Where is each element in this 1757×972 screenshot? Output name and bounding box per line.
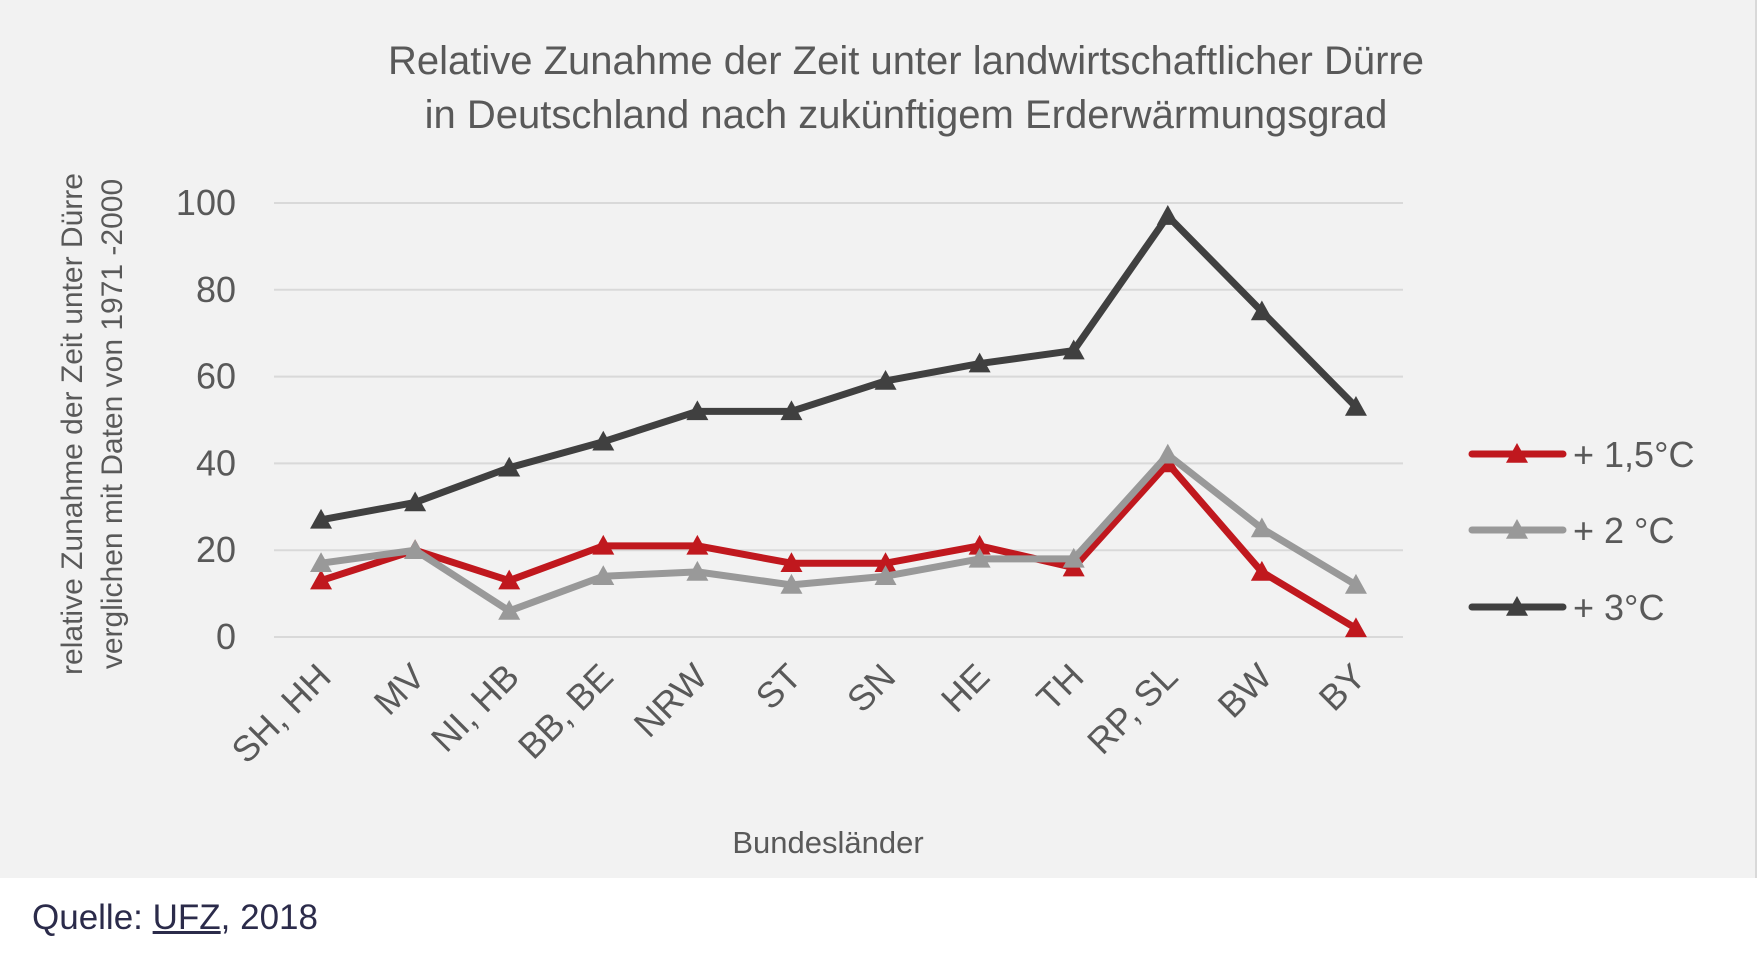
legend-item: + 1,5°C bbox=[1468, 434, 1694, 475]
legend-swatch-marker bbox=[1506, 596, 1528, 616]
series-line bbox=[317, 459, 1360, 632]
data-point-marker bbox=[592, 430, 615, 451]
x-tick-label: RP, SL bbox=[1079, 656, 1185, 762]
x-axis-label: Bundesländer bbox=[732, 825, 923, 860]
chart-title-line-1: Relative Zunahme der Zeit unter landwirt… bbox=[388, 39, 1424, 83]
x-tick-label: SN bbox=[839, 656, 903, 720]
legend-item: + 3°C bbox=[1468, 587, 1664, 628]
data-point-marker bbox=[1344, 573, 1367, 594]
legend-swatch-marker bbox=[1506, 443, 1528, 463]
y-tick-label: 0 bbox=[216, 616, 236, 657]
legend-label: + 2 °C bbox=[1573, 510, 1674, 551]
data-point-marker bbox=[1250, 517, 1273, 538]
data-point-marker bbox=[686, 400, 709, 421]
data-point-marker bbox=[968, 547, 991, 568]
data-point-marker bbox=[310, 508, 333, 529]
y-tick-label: 100 bbox=[176, 182, 236, 223]
data-point-marker bbox=[780, 400, 803, 421]
y-tick-labels: 0 20 40 60 80 100 bbox=[176, 182, 236, 657]
y-tick-label: 20 bbox=[196, 529, 236, 570]
data-point-marker bbox=[1156, 443, 1179, 464]
y-axis-label-line-2: verglichen mit Daten von 1971 -2000 bbox=[96, 179, 129, 669]
data-point-marker bbox=[592, 534, 615, 555]
data-point-marker bbox=[686, 534, 709, 555]
chart-title-line-2: in Deutschland nach zukünftigem Erderwär… bbox=[425, 93, 1388, 137]
data-point-marker bbox=[498, 456, 521, 477]
data-point-marker bbox=[592, 565, 615, 586]
x-tick-label: BY bbox=[1311, 656, 1374, 719]
data-point-marker bbox=[1250, 300, 1273, 321]
series-line bbox=[317, 451, 1360, 615]
data-point-marker bbox=[404, 491, 427, 512]
series-group bbox=[310, 205, 1367, 529]
data-point-marker bbox=[498, 599, 521, 620]
y-axis-label-line-1: relative Zunahme der Zeit unter Dürre bbox=[56, 173, 89, 675]
series-line bbox=[317, 212, 1360, 524]
legend-item: + 2 °C bbox=[1468, 510, 1674, 551]
source-prefix: Quelle: bbox=[32, 898, 153, 937]
data-point-marker bbox=[686, 560, 709, 581]
legend: + 1,5°C + 2 °C + 3°C bbox=[1468, 434, 1694, 628]
y-tick-label: 40 bbox=[196, 442, 236, 483]
data-point-marker bbox=[1344, 395, 1367, 416]
data-point-marker bbox=[310, 552, 333, 573]
source-attribution: Quelle: UFZ, 2018 bbox=[32, 898, 318, 938]
data-point-marker bbox=[1344, 617, 1367, 638]
x-tick-label: HE bbox=[933, 656, 997, 720]
series-lines bbox=[310, 205, 1367, 638]
series-group bbox=[310, 452, 1367, 638]
data-point-marker bbox=[1062, 339, 1085, 360]
x-tick-label: MV bbox=[366, 656, 433, 723]
x-tick-label: ST bbox=[748, 656, 810, 718]
data-point-marker bbox=[874, 369, 897, 390]
data-point-marker bbox=[1250, 560, 1273, 581]
source-suffix: , 2018 bbox=[220, 898, 318, 937]
y-tick-label: 60 bbox=[196, 356, 236, 397]
x-tick-label: NRW bbox=[626, 656, 715, 745]
data-point-marker bbox=[780, 573, 803, 594]
data-point-marker bbox=[1156, 205, 1179, 225]
data-point-marker bbox=[310, 569, 333, 590]
data-point-marker bbox=[968, 352, 991, 373]
data-point-marker bbox=[1062, 547, 1085, 568]
x-tick-label: NI, HB bbox=[423, 656, 527, 760]
x-tick-label: TH bbox=[1028, 656, 1091, 719]
data-point-marker bbox=[780, 552, 803, 573]
x-tick-label: SH, HH bbox=[223, 656, 338, 771]
x-tick-label: BW bbox=[1210, 656, 1280, 726]
legend-label: + 1,5°C bbox=[1573, 434, 1694, 475]
source-link[interactable]: UFZ bbox=[152, 898, 221, 937]
x-tick-label: BB, BE bbox=[510, 656, 621, 767]
series-group bbox=[310, 443, 1367, 620]
data-point-marker bbox=[404, 539, 427, 559]
legend-swatch-marker bbox=[1506, 519, 1528, 539]
data-point-marker bbox=[874, 565, 897, 586]
line-chart: Relative Zunahme der Zeit unter landwirt… bbox=[56, 39, 1694, 860]
legend-label: + 3°C bbox=[1573, 587, 1664, 628]
y-tick-label: 80 bbox=[196, 269, 236, 310]
data-point-marker bbox=[498, 569, 521, 590]
gridlines bbox=[274, 202, 1403, 638]
data-point-marker bbox=[874, 552, 897, 573]
chart-panel: Relative Zunahme der Zeit unter landwirt… bbox=[0, 0, 1757, 878]
data-point-marker bbox=[968, 534, 991, 555]
